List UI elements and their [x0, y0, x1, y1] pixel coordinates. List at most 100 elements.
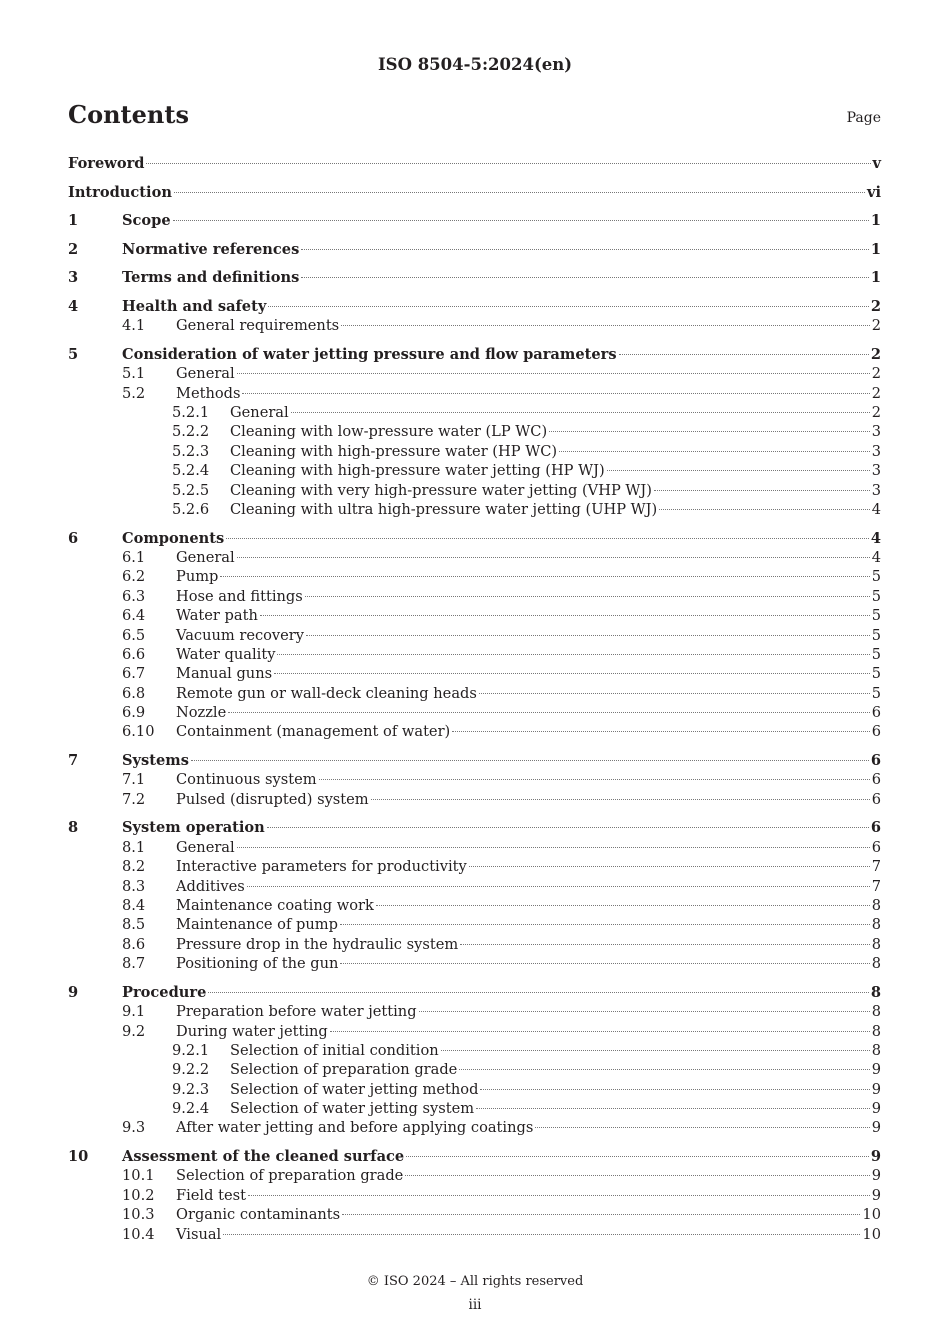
toc-entry-title: General: [176, 838, 235, 856]
toc-entry[interactable]: 8 System operation 6: [68, 818, 881, 837]
toc-entry[interactable]: 7 Systems 6: [68, 751, 881, 770]
toc-entry[interactable]: 6.6 Water quality 5: [68, 645, 881, 664]
toc-entry[interactable]: 6.9 Nozzle 6: [68, 703, 881, 722]
toc-entry-page: 3: [871, 423, 881, 441]
toc-entry[interactable]: 5.2.2 Cleaning with low-pressure water (L…: [68, 422, 881, 441]
toc-entry[interactable]: 9.2.3 Selection of water jetting method 9: [68, 1080, 881, 1099]
toc-entry-title: Selection of water jetting system: [230, 1100, 475, 1118]
toc-entry-title: Visual: [176, 1225, 222, 1243]
toc-entry[interactable]: 10.4 Visual 10: [68, 1225, 881, 1244]
toc-entry-page: 5: [871, 645, 881, 663]
toc-entry[interactable]: 7.2 Pulsed (disrupted) system 6: [68, 790, 881, 809]
dot-leader: [304, 595, 870, 597]
toc-entry-title: Pressure drop in the hydraulic system: [176, 935, 459, 953]
toc-entry-title: Maintenance of pump: [176, 916, 338, 934]
toc-entry-title: Pulsed (disrupted) system: [176, 790, 369, 808]
toc-entry-title: Introduction: [68, 183, 172, 201]
toc-entry[interactable]: 4.1 General requirements 2: [68, 316, 881, 335]
toc-entry[interactable]: 8.5 Maintenance of pump 8: [68, 915, 881, 934]
toc-entry-number: 6: [68, 529, 79, 547]
toc-entry-number: 6.9: [122, 704, 146, 722]
toc-entry[interactable]: 6.1 General 4: [68, 548, 881, 567]
toc-entry[interactable]: 9.3 After water jetting and before applyi…: [68, 1118, 881, 1137]
toc-entry[interactable]: 5.2.4 Cleaning with high-pressure water j…: [68, 461, 881, 480]
toc-entry-number: 3: [68, 269, 79, 287]
toc-entry[interactable]: 6.3 Hose and fittings 5: [68, 587, 881, 606]
toc-entry[interactable]: 9.2 During water jetting 8: [68, 1022, 881, 1041]
dot-leader: [340, 963, 870, 965]
toc-entry-number: 8.7: [122, 955, 146, 973]
toc-entry[interactable]: 8.7 Positioning of the gun 8: [68, 954, 881, 973]
toc-entry-page: 4: [871, 500, 881, 518]
toc-entry-title: Containment (management of water): [176, 723, 451, 741]
toc-entry-title: During water jetting: [176, 1022, 328, 1040]
toc-entry[interactable]: 8.2 Interactive parameters for productivi…: [68, 857, 881, 876]
toc-entry[interactable]: 5.2.5 Cleaning with very high-pressure wa…: [68, 481, 881, 500]
toc-entry-page: 8: [871, 896, 881, 914]
toc-entry[interactable]: 3 Terms and definitions 1: [68, 268, 881, 287]
toc-entry-page: 7: [871, 858, 881, 876]
toc-entry[interactable]: 5.2 Methods 2: [68, 384, 881, 403]
dot-leader: [659, 508, 870, 510]
contents-title: Contents: [68, 100, 189, 129]
toc-entry-number: 2: [68, 240, 79, 258]
toc-entry[interactable]: 10.1 Selection of preparation grade 9: [68, 1166, 881, 1185]
toc-entry[interactable]: 6.4 Water path 5: [68, 606, 881, 625]
toc-entry-page: 3: [871, 481, 881, 499]
toc-entry[interactable]: 5.2.6 Cleaning with ultra high-pressure w…: [68, 500, 881, 519]
toc-entry-page: vi: [866, 183, 881, 201]
toc-entry[interactable]: 2 Normative references 1: [68, 240, 881, 259]
toc-entry-number: 8.2: [122, 858, 146, 876]
toc-entry-page: 6: [870, 819, 881, 837]
dot-leader: [418, 1011, 870, 1013]
dot-leader: [405, 1175, 870, 1177]
toc-entry[interactable]: 6 Components 4: [68, 529, 881, 548]
toc-entry[interactable]: 6.2 Pump 5: [68, 567, 881, 586]
toc-entry[interactable]: 9.2.1 Selection of initial condition 8: [68, 1041, 881, 1060]
toc-entry[interactable]: 10 Assessment of the cleaned surface 9: [68, 1147, 881, 1166]
toc-entry[interactable]: Introduction vi: [68, 183, 881, 202]
toc-entry[interactable]: 6.8 Remote gun or wall-deck cleaning head…: [68, 684, 881, 703]
toc-entry[interactable]: 4 Health and safety 2: [68, 297, 881, 316]
toc-entry-page: 1: [870, 269, 881, 287]
toc-entry[interactable]: 8.4 Maintenance coating work 8: [68, 896, 881, 915]
toc-entry-title: After water jetting and before applying …: [176, 1119, 534, 1137]
dot-leader: [549, 431, 870, 433]
toc-entry[interactable]: 9 Procedure 8: [68, 983, 881, 1002]
dot-leader: [480, 1088, 870, 1090]
toc-entry[interactable]: 9.2.2 Selection of preparation grade 9: [68, 1060, 881, 1079]
toc-entry[interactable]: 7.1 Continuous system 6: [68, 770, 881, 789]
toc-entry-title: Field test: [176, 1186, 246, 1204]
toc-entry[interactable]: 6.5 Vacuum recovery 5: [68, 626, 881, 645]
toc-entry[interactable]: 6.7 Manual guns 5: [68, 664, 881, 683]
toc-entry[interactable]: 5 Consideration of water jetting pressure…: [68, 345, 881, 364]
toc-entry[interactable]: 6.10 Containment (management of water) 6: [68, 722, 881, 741]
toc-entry[interactable]: 10.3 Organic contaminants 10: [68, 1205, 881, 1224]
dot-leader: [306, 634, 870, 636]
toc-entry[interactable]: 5.1 General 2: [68, 364, 881, 383]
toc-entry-page: 5: [871, 568, 881, 586]
toc-entry-page: 3: [871, 462, 881, 480]
toc-entry-title: General: [230, 404, 289, 422]
toc-entry[interactable]: 5.2.3 Cleaning with high-pressure water (…: [68, 442, 881, 461]
toc-entry-page: 9: [871, 1100, 881, 1118]
toc-entry[interactable]: 5.2.1 General 2: [68, 403, 881, 422]
toc-entry-number: 4: [68, 297, 79, 315]
toc-entry-page: 10: [862, 1206, 881, 1224]
toc-entry[interactable]: 8.3 Additives 7: [68, 877, 881, 896]
toc-entry-page: 6: [871, 790, 881, 808]
toc-entry[interactable]: 9.1 Preparation before water jetting 8: [68, 1002, 881, 1021]
toc-entry[interactable]: 8.1 General 6: [68, 838, 881, 857]
toc-entry[interactable]: 10.2 Field test 9: [68, 1186, 881, 1205]
toc-entry[interactable]: 9.2.4 Selection of water jetting system 9: [68, 1099, 881, 1118]
toc-entry[interactable]: 1 Scope 1: [68, 211, 881, 230]
toc-entry[interactable]: Foreword v: [68, 154, 881, 173]
toc-entry[interactable]: 8.6 Pressure drop in the hydraulic system…: [68, 935, 881, 954]
toc-entry-page: 1: [870, 212, 881, 230]
toc-entry-page: 2: [871, 404, 881, 422]
toc-entry-number: 10.1: [122, 1167, 155, 1185]
toc-entry-title: Hose and fittings: [176, 587, 303, 605]
toc-entry-number: 9.2.1: [172, 1041, 210, 1059]
dot-leader: [301, 277, 869, 279]
toc-entry-title: Procedure: [122, 983, 207, 1001]
